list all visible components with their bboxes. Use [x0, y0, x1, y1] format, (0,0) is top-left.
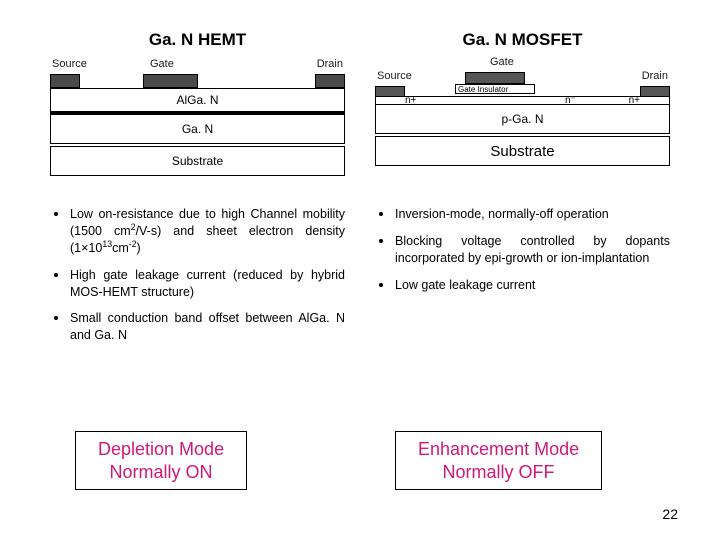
- gate-insulator-label: Gate Insulator: [455, 84, 535, 94]
- right-mode-box: Enhancement Mode Normally OFF: [395, 431, 602, 490]
- bullet-text: Low gate leakage current: [395, 277, 670, 294]
- mode-line1: Enhancement Mode: [418, 438, 579, 461]
- layer-thin: [375, 96, 670, 104]
- layer-gan: Ga. N: [50, 114, 345, 144]
- source-electrode: [50, 74, 80, 88]
- drain-electrode: [315, 74, 345, 88]
- label-gate: Gate: [150, 58, 174, 70]
- layer-pgan: p-Ga. N: [375, 104, 670, 134]
- label-source-r: Source: [377, 70, 412, 82]
- bullet-text: Blocking voltage controlled by dopants i…: [395, 233, 670, 267]
- layer-substrate-r: Substrate: [375, 136, 670, 166]
- right-bullets: Inversion-mode, normally-off operation B…: [375, 206, 670, 304]
- right-bullet-1: Blocking voltage controlled by dopants i…: [375, 233, 670, 267]
- layer-substrate: Substrate: [50, 146, 345, 176]
- left-bullets: Low on-resistance due to high Channel mo…: [50, 206, 345, 354]
- left-mode-box: Depletion Mode Normally ON: [75, 431, 247, 490]
- bullet-text: Inversion-mode, normally-off operation: [395, 206, 670, 223]
- left-bullet-0: Low on-resistance due to high Channel mo…: [50, 206, 345, 257]
- bullet-icon: [379, 212, 383, 216]
- label-gate-r: Gate: [490, 56, 514, 68]
- slide: Ga. N HEMT Source Gate Drain AlGa. N Ga.…: [0, 0, 720, 540]
- right-bullet-0: Inversion-mode, normally-off operation: [375, 206, 670, 223]
- bullet-icon: [54, 212, 58, 216]
- bullet-icon: [54, 273, 58, 277]
- left-device-title: Ga. N HEMT: [50, 30, 345, 50]
- label-drain-r: Drain: [642, 70, 668, 82]
- right-device-title: Ga. N MOSFET: [375, 30, 670, 50]
- label-source: Source: [52, 58, 87, 70]
- page-number: 22: [662, 506, 678, 522]
- mode-line2: Normally OFF: [418, 461, 579, 484]
- left-bullet-1: High gate leakage current (reduced by hy…: [50, 267, 345, 301]
- bullet-icon: [379, 239, 383, 243]
- left-bullet-2: Small conduction band offset between AlG…: [50, 310, 345, 344]
- mode-line1: Depletion Mode: [98, 438, 224, 461]
- left-column: Ga. N HEMT Source Gate Drain AlGa. N Ga.…: [50, 30, 345, 354]
- bullet-text: Small conduction band offset between AlG…: [70, 310, 345, 344]
- channel-line: [50, 111, 345, 114]
- bullet-text: High gate leakage current (reduced by hy…: [70, 267, 345, 301]
- hemt-diagram: Source Gate Drain AlGa. N Ga. N Substrat…: [50, 56, 345, 186]
- bullet-icon: [379, 283, 383, 287]
- right-bullet-2: Low gate leakage current: [375, 277, 670, 294]
- right-column: Ga. N MOSFET Source Gate Drain Gate Insu…: [375, 30, 670, 354]
- gate-electrode: [143, 74, 198, 88]
- bullet-icon: [54, 316, 58, 320]
- gate-contact: [465, 72, 525, 84]
- bullet-text: Low on-resistance due to high Channel mo…: [70, 206, 345, 257]
- layer-algan: AlGa. N: [50, 88, 345, 112]
- mode-line2: Normally ON: [98, 461, 224, 484]
- mosfet-diagram: Source Gate Drain Gate Insulator n+ n⁻ n…: [375, 56, 670, 186]
- label-drain: Drain: [317, 58, 343, 70]
- columns: Ga. N HEMT Source Gate Drain AlGa. N Ga.…: [50, 30, 670, 354]
